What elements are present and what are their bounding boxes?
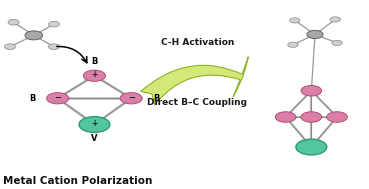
- Circle shape: [48, 44, 59, 50]
- Text: +: +: [91, 119, 97, 128]
- Circle shape: [46, 93, 69, 104]
- Circle shape: [307, 30, 323, 39]
- Text: C-H Activation: C-H Activation: [161, 38, 234, 47]
- Circle shape: [25, 31, 42, 40]
- Circle shape: [296, 139, 327, 155]
- Text: B: B: [29, 94, 35, 103]
- Text: Direct B–C Coupling: Direct B–C Coupling: [147, 98, 247, 107]
- Circle shape: [48, 21, 59, 27]
- Text: Metal Cation Polarization: Metal Cation Polarization: [3, 176, 152, 186]
- Text: −: −: [128, 93, 135, 102]
- Text: B: B: [154, 94, 160, 103]
- Circle shape: [288, 42, 298, 47]
- Circle shape: [8, 19, 19, 25]
- Circle shape: [290, 18, 300, 23]
- Text: V: V: [91, 134, 98, 143]
- Circle shape: [332, 40, 342, 46]
- Circle shape: [301, 112, 322, 122]
- Circle shape: [301, 85, 322, 96]
- Circle shape: [120, 93, 142, 104]
- Circle shape: [327, 112, 347, 122]
- Circle shape: [83, 70, 106, 81]
- Circle shape: [79, 117, 110, 132]
- Text: −: −: [54, 93, 61, 102]
- Text: B: B: [91, 57, 98, 66]
- Circle shape: [330, 17, 340, 22]
- Circle shape: [4, 44, 15, 50]
- Circle shape: [275, 112, 296, 122]
- Text: +: +: [91, 70, 97, 79]
